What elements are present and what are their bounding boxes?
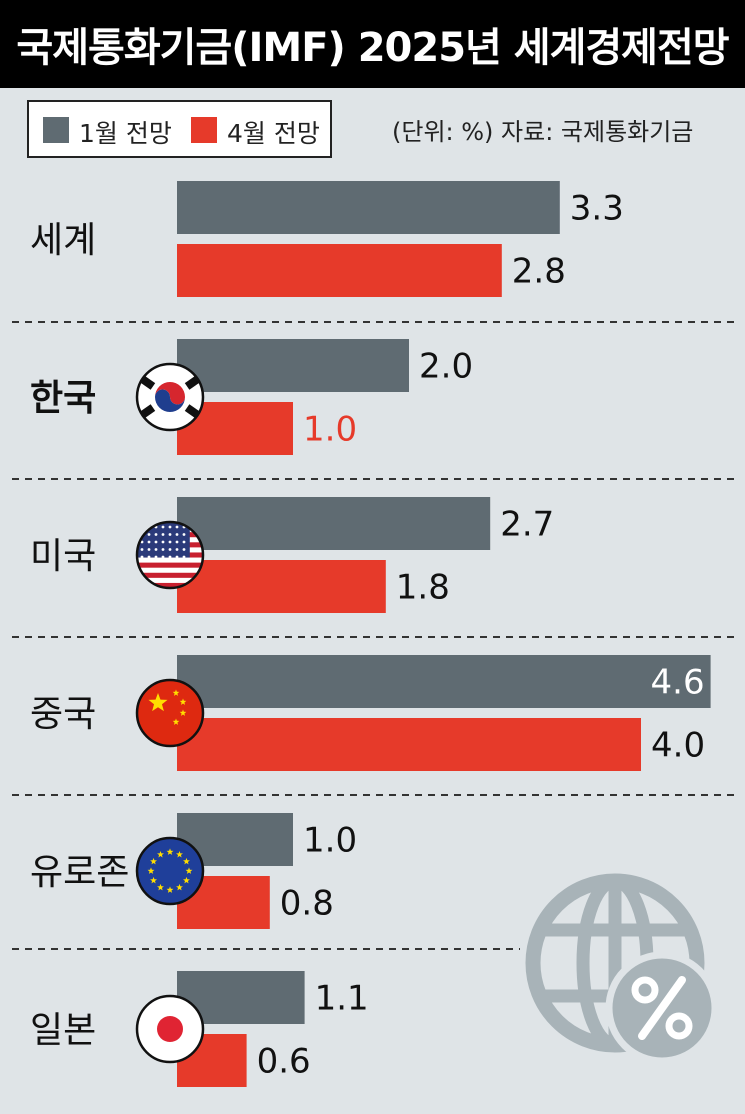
usa-flag-icon (135, 520, 205, 590)
korea-flag-icon (135, 362, 205, 432)
value-label: 2.0 (419, 347, 473, 387)
value-label: 2.7 (500, 505, 554, 545)
eu-flag-icon (135, 836, 205, 906)
bar-january (177, 339, 409, 392)
bar-january (177, 655, 711, 708)
bar-april (177, 718, 641, 771)
value-label: 0.6 (257, 1042, 311, 1082)
unit-source-note: (단위: %) 자료: 국제통화기금 (392, 118, 694, 146)
value-label: 2.8 (512, 252, 566, 292)
value-label: 1.1 (315, 979, 369, 1019)
bar-january (177, 497, 491, 550)
category-label: 유로존 (30, 852, 129, 893)
category-label: 세계 (30, 220, 96, 261)
category-label: 일본 (30, 1010, 96, 1051)
value-label: 1.8 (396, 568, 450, 608)
value-label: 3.3 (570, 189, 624, 229)
value-label: 4.6 (651, 663, 705, 703)
value-label: 1.0 (303, 410, 357, 450)
bar-april (177, 560, 386, 613)
globe-percent-icon (525, 873, 719, 1065)
bar-january (177, 181, 560, 234)
legend-swatch-january (43, 117, 69, 143)
category-label: 중국 (30, 694, 96, 735)
japan-flag-icon (135, 994, 205, 1064)
category-label: 미국 (30, 536, 96, 577)
legend-label-april: 4월 전망 (227, 119, 320, 148)
chart-title: 국제통화기금(IMF) 2025년 세계경제전망 (0, 0, 745, 88)
value-label: 0.8 (280, 884, 334, 924)
value-label: 4.0 (651, 726, 705, 766)
legend-label-january: 1월 전망 (79, 119, 172, 148)
legend: 1월 전망 4월 전망 (27, 100, 332, 158)
category-label: 한국 (30, 378, 96, 419)
legend-swatch-april (191, 117, 217, 143)
china-flag-icon (135, 678, 205, 748)
value-label: 1.0 (303, 821, 357, 861)
bar-april (177, 244, 502, 297)
